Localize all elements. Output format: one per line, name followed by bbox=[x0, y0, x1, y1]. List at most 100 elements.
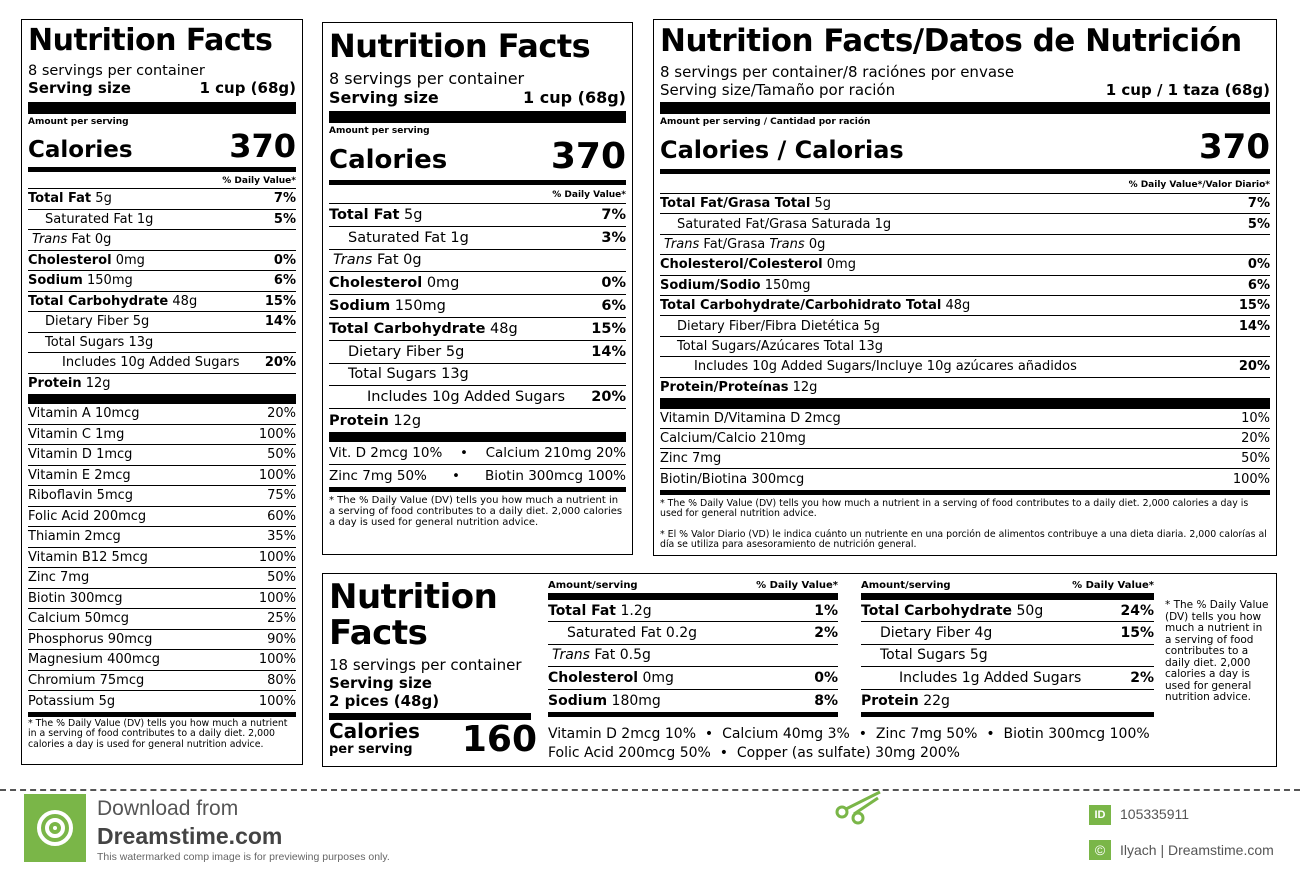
bullet: • bbox=[459, 444, 468, 461]
vitamin-daily-value: 50% bbox=[267, 570, 296, 586]
vitamin-daily-value: 100% bbox=[258, 467, 296, 483]
vitamin-row: Vitamin D/Vitamina D 2mcg 10% bbox=[660, 409, 1270, 430]
nutrient-label: Total Fat bbox=[329, 206, 400, 223]
vitamin-row: Magnesium 400mcg 100% bbox=[28, 650, 296, 671]
nutrient-label: Includes 10g Added Sugars/Incluye 10g az… bbox=[694, 359, 1077, 375]
nutrient-amount: 1g bbox=[874, 216, 892, 232]
nutrient-row: Total Carbohydrate 48g 15% bbox=[329, 318, 626, 341]
daily-value-percent: 5% bbox=[1247, 216, 1270, 232]
nutrient-name: Total Sugars 5g bbox=[861, 647, 988, 663]
nutrient-name: Cholesterol 0mg bbox=[28, 253, 145, 268]
label-title: Nutrition Facts bbox=[28, 23, 273, 58]
nutrient-label: Total Fat bbox=[548, 602, 617, 619]
nutrient-name-italic: Trans bbox=[333, 252, 373, 269]
serving-size-label: Serving size bbox=[28, 79, 131, 97]
nutrient-name: Protein/Proteínas 12g bbox=[660, 380, 817, 395]
nutrient-label: Protein/Proteínas bbox=[660, 380, 789, 396]
nutrient-amount: 5g bbox=[969, 647, 988, 664]
copyright-icon: © bbox=[1089, 840, 1111, 860]
vitamin-row: Vitamin A 10mcg 20% bbox=[28, 404, 296, 425]
thick-divider bbox=[660, 397, 1270, 409]
amount-per-serving: Amount per serving bbox=[28, 117, 129, 127]
nutrient-amount: 5g bbox=[814, 196, 831, 212]
nutrient-row: Dietary Fiber/Fibra Dietética 5g 14% bbox=[660, 316, 1270, 337]
nutrient-amount: 48g bbox=[490, 320, 518, 337]
vitamin-name: Vitamin E 2mcg bbox=[28, 467, 131, 483]
dreamstime-site-link[interactable]: Dreamstime.com bbox=[97, 823, 283, 849]
nutrient-row: Total Carbohydrate 50g 24% bbox=[861, 600, 1154, 623]
serving-size-row: Serving size 1 cup (68g) bbox=[28, 79, 296, 97]
nutrient-row: Total Fat 5g 7% bbox=[329, 204, 626, 227]
nutrient-label: Includes 10g Added Sugars bbox=[367, 389, 566, 406]
column-header: Amount/serving % Daily Value* bbox=[861, 580, 1154, 593]
daily-value-header: % Daily Value*/Valor Diario* bbox=[660, 174, 1270, 194]
daily-value-percent: 0% bbox=[814, 669, 838, 686]
nutrient-name: Total Fat 5g bbox=[28, 191, 112, 206]
vitamin-name: Vitamin D 1mcg bbox=[28, 447, 133, 463]
nutrient-rows: Total Fat/Grasa Total 5g 7% Saturated Fat/… bbox=[660, 194, 1270, 398]
vitamin-row: Biotin/Biotina 300mcg 100% bbox=[660, 469, 1270, 489]
nutrient-row: Trans Fat/Grasa Trans 0g bbox=[660, 235, 1270, 256]
nutrient-row: Cholesterol/Colesterol 0mg 0% bbox=[660, 255, 1270, 276]
nutrient-row: Saturated Fat 1g 5% bbox=[28, 210, 296, 230]
nutrient-row: Includes 10g Added Sugars 20% bbox=[329, 386, 626, 410]
vitamin-name: Chromium 75mcg bbox=[28, 672, 145, 688]
nutrient-label: Sodium bbox=[548, 692, 608, 709]
vitamin-daily-value: 100% bbox=[258, 652, 296, 668]
nutrient-amount: 150mg bbox=[394, 298, 446, 315]
label-title-line1: Nutrition bbox=[329, 577, 498, 617]
nutrient-row: Total Carbohydrate 48g 15% bbox=[28, 292, 296, 312]
vitamin-daily-value: 50% bbox=[1241, 451, 1270, 467]
vitamin-row: Vitamin E 2mcg 100% bbox=[28, 466, 296, 486]
vitamin-daily-value: 100% bbox=[258, 590, 296, 606]
nutrient-name: Protein 12g bbox=[28, 376, 111, 391]
preview-disclaimer: This watermarked comp image is for previ… bbox=[97, 851, 390, 863]
nutrient-name: Dietary Fiber 5g bbox=[329, 344, 464, 360]
nutrient-amount: 13g bbox=[128, 334, 154, 350]
nutrient-row: Total Carbohydrate/Carbohidrato Total 48… bbox=[660, 296, 1270, 317]
dreamstime-logo[interactable] bbox=[24, 794, 86, 862]
nutrient-label: Dietary Fiber/Fibra Dietética bbox=[677, 318, 860, 334]
nutrient-name: Includes 10g Added Sugars/Incluye 10g az… bbox=[660, 359, 1077, 374]
vitamin-daily-value: 100% bbox=[258, 549, 296, 565]
vitamin-name: Phosphorus 90mcg bbox=[28, 631, 153, 647]
thick-divider bbox=[329, 431, 626, 442]
daily-value-percent: 15% bbox=[1120, 625, 1154, 642]
medium-divider bbox=[660, 169, 1270, 174]
daily-value-header: % Daily Value* bbox=[329, 185, 626, 204]
nutrient-amount: 150mg bbox=[87, 273, 133, 289]
daily-value-percent: 15% bbox=[264, 293, 296, 309]
nutrient-name: Includes 10g Added Sugars bbox=[329, 389, 565, 405]
nutrient-label: Total Fat/Grasa Total bbox=[660, 196, 811, 212]
nutrient-label: Fat/Grasa bbox=[703, 236, 766, 252]
vitamin-rows: Vitamin A 10mcg 20% Vitamin C 1mg 100% Vitam… bbox=[28, 404, 296, 712]
bullet: • bbox=[451, 467, 460, 484]
nutrient-row: Protein 12g bbox=[329, 409, 626, 432]
calories-value: 370 bbox=[229, 127, 296, 165]
nutrient-name: Trans Fat/Grasa Trans 0g bbox=[660, 237, 825, 252]
nutrient-name: Trans Fat 0.5g bbox=[548, 647, 651, 663]
nutrient-name: Total Sugars 13g bbox=[329, 366, 469, 382]
nutrient-name: Trans Fat 0g bbox=[28, 232, 111, 247]
calories-row: Calories 370 bbox=[329, 136, 626, 177]
daily-value-percent: 6% bbox=[1247, 277, 1270, 293]
nutrient-row: Total Sugars 13g bbox=[28, 333, 296, 353]
nutrient-name: Protein 22g bbox=[861, 693, 950, 709]
vitamin-name: Magnesium 400mcg bbox=[28, 652, 160, 668]
calories-value: 370 bbox=[1199, 127, 1270, 167]
nutrient-amount: 12g bbox=[393, 412, 422, 429]
vitamin-row: Phosphorus 90mcg 90% bbox=[28, 630, 296, 650]
amount-per-serving: Amount per serving bbox=[329, 126, 430, 136]
calories-row: Calories / Calorias 370 bbox=[660, 127, 1270, 167]
serving-size-value: 2 pices (48g) bbox=[329, 692, 440, 710]
vitamin-name: Vitamin B12 5mcg bbox=[28, 549, 148, 565]
biotin-value: Biotin 300mcg 100% bbox=[485, 467, 626, 484]
nutrient-name: Total Carbohydrate 48g bbox=[28, 294, 197, 309]
nutrient-row: Total Fat 1.2g 1% bbox=[548, 600, 838, 623]
nutrient-name: Sodium 150mg bbox=[28, 273, 133, 288]
serving-size-value: 1 cup (68g) bbox=[199, 79, 296, 97]
nutrient-row: Total Sugars 13g bbox=[329, 364, 626, 387]
nutrient-label: Dietary Fiber bbox=[348, 343, 442, 360]
vitamin-row: Calcium 50mcg 25% bbox=[28, 609, 296, 630]
serving-size-value: 1 cup / 1 taza (68g) bbox=[1105, 81, 1270, 99]
